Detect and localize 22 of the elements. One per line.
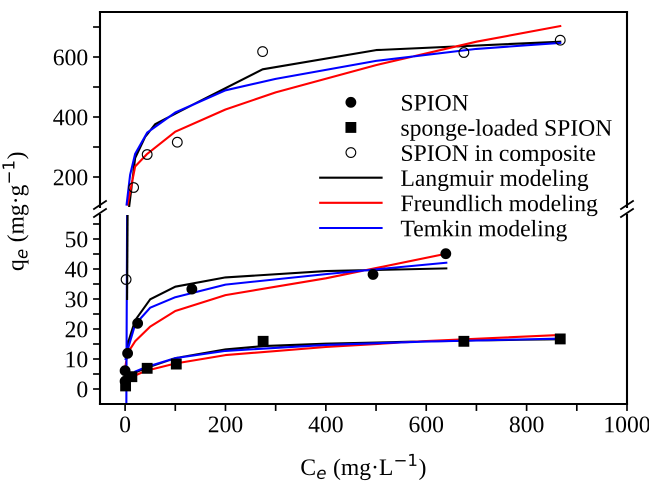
y-tick-label: 600 [54, 49, 88, 66]
legend-label: SPION [402, 94, 468, 111]
legend-label: Temkin modeling [400, 220, 567, 242]
y-tick-label: 10 [66, 351, 88, 368]
y-tick-label: 0 [77, 381, 88, 398]
legend-label: sponge-loaded SPION [401, 119, 612, 141]
x-tick-label: 400 [308, 416, 343, 432]
legend-label: Langmuir modeling [401, 170, 588, 192]
x-tick-label: 0 [120, 416, 130, 432]
y-tick-label: 30 [66, 291, 88, 308]
legend-label: SPION in composite [402, 145, 596, 166]
y-tick-label: 20 [66, 321, 88, 338]
x-tick-label: 600 [410, 416, 444, 432]
legend-label: Freundlich modeling [401, 194, 598, 216]
y-tick-label: 50 [66, 231, 88, 248]
x-tick-label: 800 [510, 416, 544, 432]
x-axis-title: C$_{e}$ (mg·L$^{−1}$) [301, 454, 426, 480]
y-tick-label: 200 [54, 169, 88, 186]
y-tick-label: 40 [65, 261, 88, 278]
y-tick-label: 400 [53, 109, 88, 126]
x-tick-label: 200 [208, 416, 242, 432]
y-axis-title: q$_{e}$ (mg·g$^{−1}$) [2, 152, 29, 270]
